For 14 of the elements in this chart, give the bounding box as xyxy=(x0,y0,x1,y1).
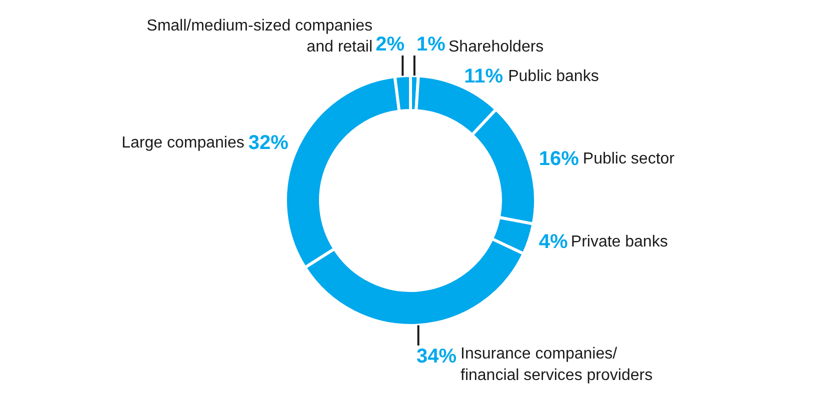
data-label: 4% xyxy=(538,231,568,254)
slice-label: Shareholders xyxy=(448,38,544,56)
data-label: 16% xyxy=(538,148,580,170)
data-label: 2% xyxy=(376,34,405,56)
slice-label: Small/medium-sized companies and retail xyxy=(146,17,373,56)
slice-label: Large companies xyxy=(122,134,244,152)
data-label: 32% xyxy=(248,132,289,154)
data-label: 11% xyxy=(464,66,504,88)
slice-label: Public sector xyxy=(582,150,676,168)
slice-label: Private banks xyxy=(570,234,668,251)
slice-label: Insurance companies/ financial services providers xyxy=(460,346,653,384)
data-label: 1% xyxy=(416,34,446,56)
data-label: 34% xyxy=(416,346,457,368)
slice-label: Public banks xyxy=(508,68,599,86)
